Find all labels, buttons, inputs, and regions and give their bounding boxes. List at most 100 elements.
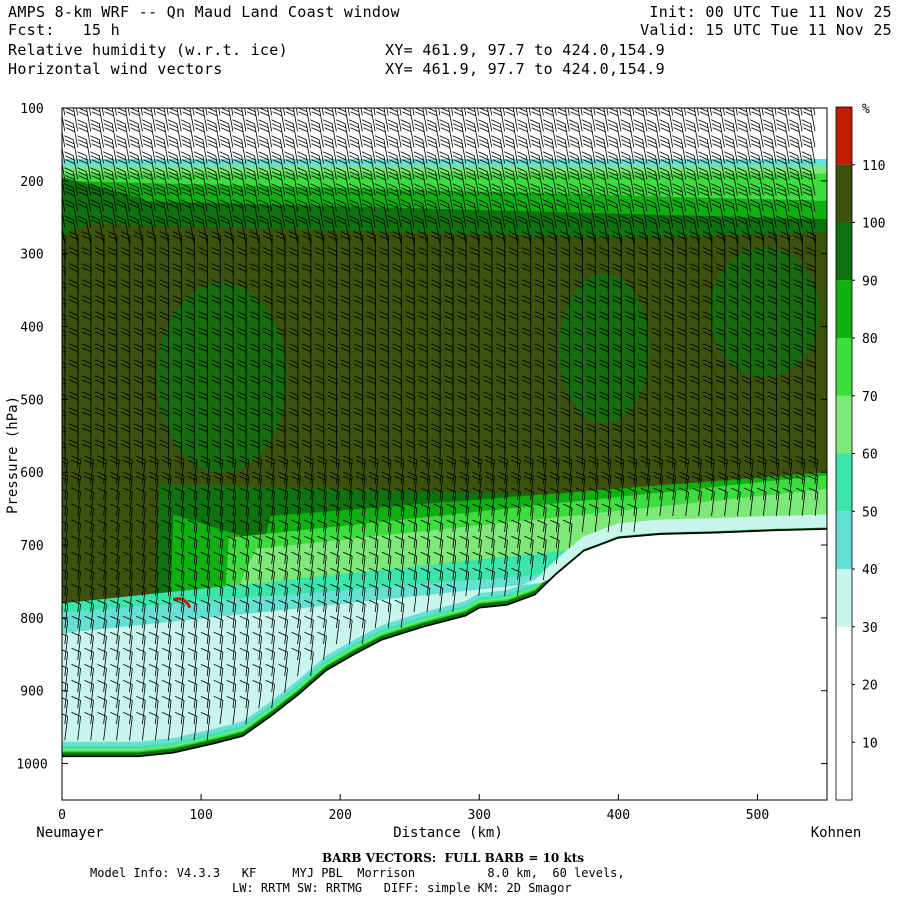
wind-barb (348, 167, 363, 196)
wind-barb (136, 647, 146, 677)
wind-barb (517, 135, 531, 164)
y-tick-label: 100 (20, 102, 43, 117)
wind-barb (762, 167, 777, 196)
wind-barb (594, 135, 609, 164)
wind-barb (116, 135, 130, 164)
wind-barb (277, 471, 288, 500)
y-tick-label: 500 (20, 393, 43, 408)
wind-barb (291, 599, 301, 629)
wind-barb (110, 696, 120, 725)
wind-barb (314, 439, 325, 468)
wind-barb (368, 535, 379, 565)
wind-barb (103, 183, 117, 212)
wind-barb (271, 151, 286, 180)
wind-barb (90, 108, 104, 132)
wind-barb (368, 599, 379, 629)
wind-barb (627, 503, 638, 532)
wind-barb (322, 135, 337, 164)
wind-barb (356, 615, 366, 645)
wind-barb (252, 680, 263, 709)
wind-barb (459, 471, 470, 500)
wind-barb (718, 487, 728, 516)
wind-barb (394, 551, 405, 581)
wind-barb (71, 615, 81, 645)
wind-barb (278, 664, 288, 693)
wind-barb (472, 567, 482, 597)
wind-barb (788, 151, 803, 180)
wind-barb (388, 108, 402, 132)
wind-barb (330, 519, 340, 549)
wind-barb (659, 215, 674, 244)
wind-barb (317, 615, 327, 645)
wind-barb (736, 199, 751, 228)
colorbar-label: 110 (862, 159, 885, 174)
wind-barb (84, 503, 94, 532)
wind-barb (368, 503, 379, 532)
wind-barb (608, 108, 622, 132)
wind-barb (485, 487, 495, 516)
wind-barb (83, 471, 94, 500)
wind-barb (110, 583, 120, 613)
wind-barb (491, 135, 505, 164)
wind-barb (529, 167, 544, 196)
wind-barb (213, 471, 224, 500)
wind-barb (271, 119, 286, 148)
wind-barb (174, 712, 185, 741)
wind-barb (110, 599, 120, 629)
wind-barb (769, 487, 780, 516)
wind-barb (459, 519, 470, 549)
y-tick-label: 600 (20, 466, 43, 481)
wind-barb (103, 199, 117, 228)
wind-barb (161, 519, 172, 549)
x-tick-label: 100 (189, 808, 212, 823)
wind-barb (723, 135, 738, 164)
wind-barb (219, 215, 234, 244)
wind-barb (97, 647, 107, 677)
wind-barb (524, 503, 534, 532)
wind-barb (407, 535, 418, 565)
wind-barb (252, 551, 263, 581)
wind-barb (110, 535, 120, 565)
wind-barb (698, 108, 712, 132)
wind-barb (213, 535, 224, 565)
wind-barb (64, 199, 79, 228)
wind-barb (252, 567, 263, 597)
wind-barb (542, 135, 557, 164)
wind-barb (128, 119, 143, 148)
wind-barb (420, 471, 431, 500)
wind-barb (264, 455, 275, 484)
wind-barb (123, 680, 133, 709)
wind-barb (206, 183, 221, 212)
wind-barb (504, 119, 518, 148)
wind-barb (141, 167, 156, 196)
wind-barb (239, 696, 250, 725)
wind-barb (634, 108, 648, 132)
wind-barb (77, 199, 92, 228)
wind-barb (258, 199, 273, 228)
wind-barb (265, 487, 275, 516)
wind-barb (310, 108, 324, 132)
wind-barb (304, 615, 314, 645)
wind-barb (284, 183, 298, 212)
colorbar-swatch (836, 569, 852, 627)
wind-barb (517, 199, 531, 228)
rh-patch-upper-left (62, 177, 146, 236)
wind-barb (200, 696, 211, 725)
wind-barb (200, 455, 211, 484)
wind-barb (110, 567, 120, 597)
wind-barb (731, 487, 741, 516)
wind-barb (310, 135, 324, 164)
wind-barb (808, 487, 819, 516)
wind-barb (252, 583, 263, 613)
wind-barb (232, 183, 247, 212)
wind-barb (685, 151, 699, 180)
wind-barb (62, 209, 66, 228)
wind-barb (148, 455, 159, 484)
wind-barb (213, 519, 224, 549)
wind-barb (672, 167, 687, 196)
wind-barb (239, 664, 250, 693)
wind-barb (400, 151, 415, 180)
wind-barb (317, 487, 327, 516)
wind-barb (109, 455, 120, 484)
wind-barb (174, 631, 185, 661)
